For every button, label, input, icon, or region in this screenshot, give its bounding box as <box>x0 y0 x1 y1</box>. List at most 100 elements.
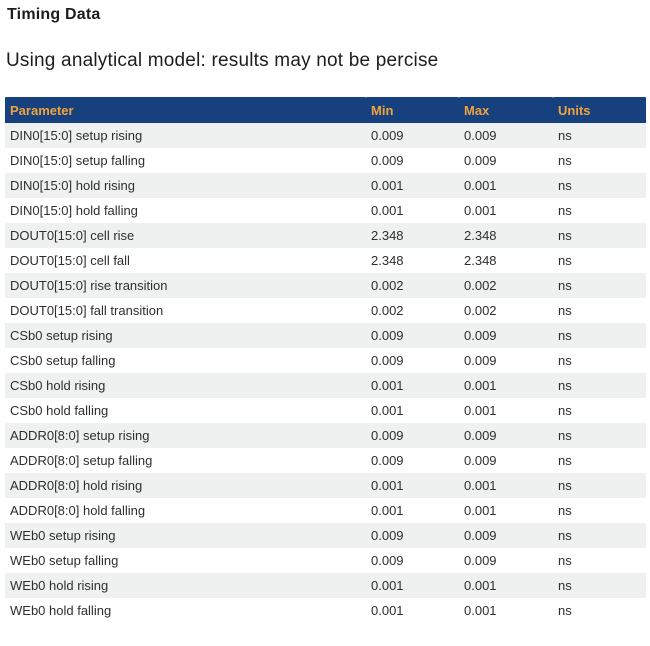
cell-parameter: ADDR0[8:0] setup falling <box>10 453 153 468</box>
cell-parameter: ADDR0[8:0] hold falling <box>10 503 146 518</box>
timing-table: Parameter Min Max Units DIN0[15:0] setup… <box>5 97 646 623</box>
table-row: CSb0 hold falling 0.001 0.001 ns <box>5 398 646 423</box>
cell-units: ns <box>558 553 572 568</box>
cell-units: ns <box>558 503 572 518</box>
table-row: ADDR0[8:0] setup rising 0.009 0.009 ns <box>5 423 646 448</box>
cell-min: 0.002 <box>371 303 404 318</box>
cell-max: 0.009 <box>464 453 497 468</box>
cell-min: 2.348 <box>371 253 404 268</box>
cell-parameter: WEb0 hold falling <box>10 603 112 618</box>
cell-max: 0.009 <box>459 423 553 448</box>
cell-min: 0.001 <box>366 573 459 598</box>
table-row: WEb0 hold rising 0.001 0.001 ns <box>5 573 646 598</box>
cell-max: 2.348 <box>464 253 497 268</box>
table-row: CSb0 hold rising 0.001 0.001 ns <box>5 373 646 398</box>
table-row: DIN0[15:0] setup falling 0.009 0.009 ns <box>5 148 646 173</box>
table-row: WEb0 setup falling 0.009 0.009 ns <box>5 548 646 573</box>
cell-max: 0.001 <box>459 473 553 498</box>
cell-units: ns <box>553 173 646 198</box>
table-row: DIN0[15:0] hold falling 0.001 0.001 ns <box>5 198 646 223</box>
cell-units: ns <box>553 273 646 298</box>
cell-max: 2.348 <box>459 223 553 248</box>
cell-min: 0.009 <box>371 153 404 168</box>
cell-parameter: DIN0[15:0] hold rising <box>5 173 366 198</box>
cell-min: 0.001 <box>366 373 459 398</box>
column-header-max: Max <box>459 97 553 123</box>
cell-min: 0.001 <box>366 173 459 198</box>
cell-max: 0.001 <box>464 203 497 218</box>
table-row: DOUT0[15:0] rise transition 0.002 0.002 ns <box>5 273 646 298</box>
table-row: DOUT0[15:0] cell rise 2.348 2.348 ns <box>5 223 646 248</box>
cell-units: ns <box>558 303 572 318</box>
cell-min: 0.001 <box>371 403 404 418</box>
cell-parameter: WEb0 setup rising <box>5 523 366 548</box>
cell-min: 0.001 <box>371 203 404 218</box>
cell-units: ns <box>553 573 646 598</box>
cell-parameter: CSb0 hold falling <box>10 403 109 418</box>
cell-min: 2.348 <box>366 223 459 248</box>
table-row: DIN0[15:0] hold rising 0.001 0.001 ns <box>5 173 646 198</box>
cell-parameter: DOUT0[15:0] cell rise <box>5 223 366 248</box>
timing-table-container: Parameter Min Max Units DIN0[15:0] setup… <box>5 97 646 623</box>
cell-max: 0.009 <box>464 553 497 568</box>
cell-max: 0.001 <box>464 603 497 618</box>
cell-units: ns <box>553 423 646 448</box>
cell-units: ns <box>558 403 572 418</box>
cell-units: ns <box>558 453 572 468</box>
cell-units: ns <box>553 223 646 248</box>
cell-parameter: DIN0[15:0] setup rising <box>5 123 366 148</box>
page-title: Timing Data <box>7 6 101 23</box>
cell-min: 0.001 <box>366 473 459 498</box>
cell-parameter: DOUT0[15:0] cell fall <box>10 253 130 268</box>
cell-max: 0.001 <box>459 573 553 598</box>
cell-min: 0.001 <box>371 603 404 618</box>
cell-min: 0.009 <box>371 453 404 468</box>
cell-parameter: DOUT0[15:0] rise transition <box>5 273 366 298</box>
table-row: ADDR0[8:0] hold rising 0.001 0.001 ns <box>5 473 646 498</box>
cell-units: ns <box>553 123 646 148</box>
table-row: DIN0[15:0] setup rising 0.009 0.009 ns <box>5 123 646 148</box>
cell-min: 0.009 <box>371 353 404 368</box>
table-row: DOUT0[15:0] cell fall 2.348 2.348 ns <box>5 248 646 273</box>
cell-max: 0.001 <box>464 403 497 418</box>
cell-min: 0.002 <box>366 273 459 298</box>
column-header-min: Min <box>366 97 459 123</box>
cell-units: ns <box>553 323 646 348</box>
cell-parameter: WEb0 setup falling <box>10 553 119 568</box>
cell-parameter: DIN0[15:0] setup falling <box>10 153 146 168</box>
cell-max: 0.009 <box>459 323 553 348</box>
cell-max: 0.002 <box>459 273 553 298</box>
cell-units: ns <box>558 203 572 218</box>
cell-max: 0.009 <box>459 123 553 148</box>
page-subtitle: Using analytical model: results may not … <box>6 50 439 71</box>
cell-parameter: ADDR0[8:0] setup rising <box>5 423 366 448</box>
cell-parameter: ADDR0[8:0] hold rising <box>5 473 366 498</box>
cell-max: 0.001 <box>464 503 497 518</box>
cell-max: 0.009 <box>459 523 553 548</box>
cell-min: 0.009 <box>366 123 459 148</box>
cell-max: 0.009 <box>464 153 497 168</box>
cell-parameter: CSb0 setup falling <box>10 353 116 368</box>
cell-units: ns <box>553 473 646 498</box>
cell-min: 0.009 <box>366 323 459 348</box>
column-header-units: Units <box>553 97 646 123</box>
cell-parameter: CSb0 setup rising <box>5 323 366 348</box>
cell-parameter: DIN0[15:0] hold falling <box>10 203 138 218</box>
column-header-parameter: Parameter <box>5 97 366 123</box>
cell-units: ns <box>553 373 646 398</box>
cell-max: 0.002 <box>464 303 497 318</box>
cell-units: ns <box>558 253 572 268</box>
cell-min: 0.009 <box>366 423 459 448</box>
cell-max: 0.001 <box>459 373 553 398</box>
table-row: DOUT0[15:0] fall transition 0.002 0.002 ns <box>5 298 646 323</box>
table-row: WEb0 setup rising 0.009 0.009 ns <box>5 523 646 548</box>
cell-units: ns <box>558 153 572 168</box>
cell-parameter: CSb0 hold rising <box>5 373 366 398</box>
cell-parameter: WEb0 hold rising <box>5 573 366 598</box>
table-header-row: Parameter Min Max Units <box>5 97 646 123</box>
cell-parameter: DOUT0[15:0] fall transition <box>10 303 164 318</box>
table-row: ADDR0[8:0] setup falling 0.009 0.009 ns <box>5 448 646 473</box>
table-row: CSb0 setup rising 0.009 0.009 ns <box>5 323 646 348</box>
cell-min: 0.001 <box>371 503 404 518</box>
